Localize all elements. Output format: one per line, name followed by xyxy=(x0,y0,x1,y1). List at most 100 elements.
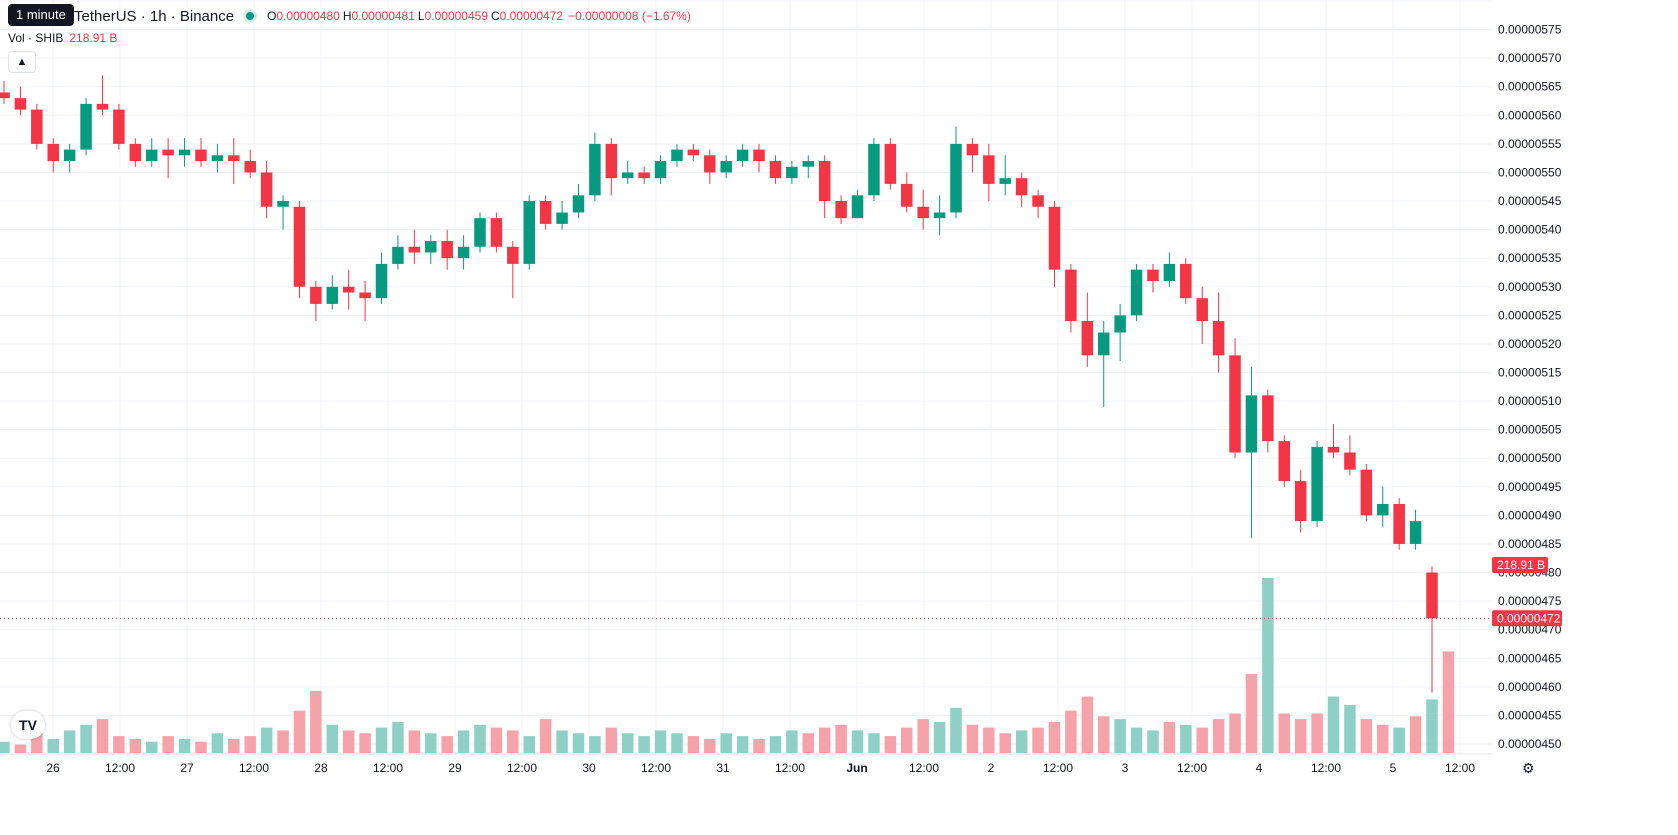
volume-bar[interactable] xyxy=(638,736,650,753)
price-axis[interactable] xyxy=(1492,0,1678,835)
symbol-title[interactable]: TetherUS · 1h · Binance xyxy=(74,7,235,25)
candle-body[interactable] xyxy=(933,212,946,219)
candle-body[interactable] xyxy=(818,161,831,202)
volume-bar[interactable] xyxy=(408,730,421,753)
volume-bar[interactable] xyxy=(1294,719,1307,753)
candle-body[interactable] xyxy=(753,149,765,162)
volume-bar[interactable] xyxy=(1393,727,1405,753)
candle-body[interactable] xyxy=(14,98,27,110)
volume-bar[interactable] xyxy=(1327,696,1340,753)
volume-bar[interactable] xyxy=(786,730,798,753)
candle-body[interactable] xyxy=(326,286,339,304)
volume-bar[interactable] xyxy=(851,730,864,753)
candle-body[interactable] xyxy=(1196,298,1208,322)
volume-bar[interactable] xyxy=(917,719,929,753)
volume-bar[interactable] xyxy=(720,733,732,753)
candle-body[interactable] xyxy=(490,218,503,247)
volume-bar[interactable] xyxy=(310,690,322,753)
volume-bar[interactable] xyxy=(1180,724,1192,753)
candle-body[interactable] xyxy=(129,143,142,162)
candle-body[interactable] xyxy=(96,103,109,110)
volume-bar[interactable] xyxy=(96,719,109,753)
candle-body[interactable] xyxy=(1409,521,1422,544)
candle-body[interactable] xyxy=(1130,269,1143,316)
candle-body[interactable] xyxy=(539,201,552,224)
volume-bar[interactable] xyxy=(802,733,815,753)
volume-bar[interactable] xyxy=(1065,710,1077,753)
volume-bar[interactable] xyxy=(1311,713,1323,753)
candle-body[interactable] xyxy=(983,155,995,184)
candle-body[interactable] xyxy=(408,246,421,253)
volume-bar[interactable] xyxy=(1360,719,1373,753)
volume-bar[interactable] xyxy=(1426,699,1438,753)
candle-body[interactable] xyxy=(851,195,864,219)
candle-body[interactable] xyxy=(1294,481,1307,522)
candle-body[interactable] xyxy=(113,109,125,144)
volume-bar[interactable] xyxy=(950,707,962,753)
volume-bar[interactable] xyxy=(425,733,437,753)
volume-bar[interactable] xyxy=(1147,730,1159,753)
candle-body[interactable] xyxy=(769,161,782,179)
candle-body[interactable] xyxy=(1114,315,1126,333)
candle-body[interactable] xyxy=(1229,355,1241,453)
volume-bar[interactable] xyxy=(1245,673,1258,753)
candle-body[interactable] xyxy=(1147,269,1159,282)
candle-body[interactable] xyxy=(1097,332,1110,356)
candle-body[interactable] xyxy=(195,149,207,162)
volume-bar[interactable] xyxy=(211,733,224,753)
volume-bar[interactable] xyxy=(244,736,256,753)
volume-bar[interactable] xyxy=(47,738,59,753)
volume-bar[interactable] xyxy=(818,727,831,753)
volume-bar[interactable] xyxy=(539,719,552,753)
volume-bar[interactable] xyxy=(162,736,174,753)
volume-bar[interactable] xyxy=(14,744,27,753)
candle-body[interactable] xyxy=(342,286,355,293)
volume-bar[interactable] xyxy=(277,730,289,753)
volume-bar[interactable] xyxy=(1130,727,1143,753)
candle-body[interactable] xyxy=(47,143,59,162)
candle-body[interactable] xyxy=(1311,446,1323,522)
candle-body[interactable] xyxy=(211,155,224,162)
candle-body[interactable] xyxy=(375,263,388,299)
volume-bar[interactable] xyxy=(983,727,995,753)
volume-bar[interactable] xyxy=(490,727,503,753)
volume-bar[interactable] xyxy=(933,721,946,753)
candle-body[interactable] xyxy=(1245,395,1258,453)
candle-body[interactable] xyxy=(901,183,913,207)
candle-body[interactable] xyxy=(310,286,322,304)
volume-bar[interactable] xyxy=(884,736,897,753)
candle-body[interactable] xyxy=(162,149,174,156)
volume-bar[interactable] xyxy=(1409,716,1422,753)
volume-bar[interactable] xyxy=(1032,727,1044,753)
volume-bar[interactable] xyxy=(195,741,207,753)
candle-body[interactable] xyxy=(868,143,880,196)
candle-body[interactable] xyxy=(786,166,798,179)
candle-body[interactable] xyxy=(1180,263,1192,299)
volume-bar[interactable] xyxy=(835,724,847,753)
candle-body[interactable] xyxy=(63,149,76,162)
volume-bar[interactable] xyxy=(113,736,125,753)
candle-body[interactable] xyxy=(1278,441,1291,482)
candle-body[interactable] xyxy=(523,201,535,264)
volume-bar[interactable] xyxy=(507,730,519,753)
volume-bar[interactable] xyxy=(868,733,880,753)
volume-bar[interactable] xyxy=(1278,713,1291,753)
volume-bar[interactable] xyxy=(63,730,76,753)
candle-body[interactable] xyxy=(966,143,979,156)
candle-body[interactable] xyxy=(704,155,716,173)
candle-body[interactable] xyxy=(228,155,240,162)
volume-bar[interactable] xyxy=(228,738,240,753)
volume-bar[interactable] xyxy=(474,724,486,753)
volume-bar[interactable] xyxy=(1212,719,1225,753)
volume-bar[interactable] xyxy=(0,741,10,753)
candle-body[interactable] xyxy=(1360,469,1373,516)
volume-bar[interactable] xyxy=(901,727,913,753)
volume-bar[interactable] xyxy=(457,730,470,753)
volume-bar[interactable] xyxy=(260,727,273,753)
volume-bar[interactable] xyxy=(966,724,979,753)
candle-body[interactable] xyxy=(654,161,667,179)
volume-bar[interactable] xyxy=(572,733,585,753)
volume-bar[interactable] xyxy=(654,730,667,753)
volume-bar[interactable] xyxy=(1196,727,1208,753)
